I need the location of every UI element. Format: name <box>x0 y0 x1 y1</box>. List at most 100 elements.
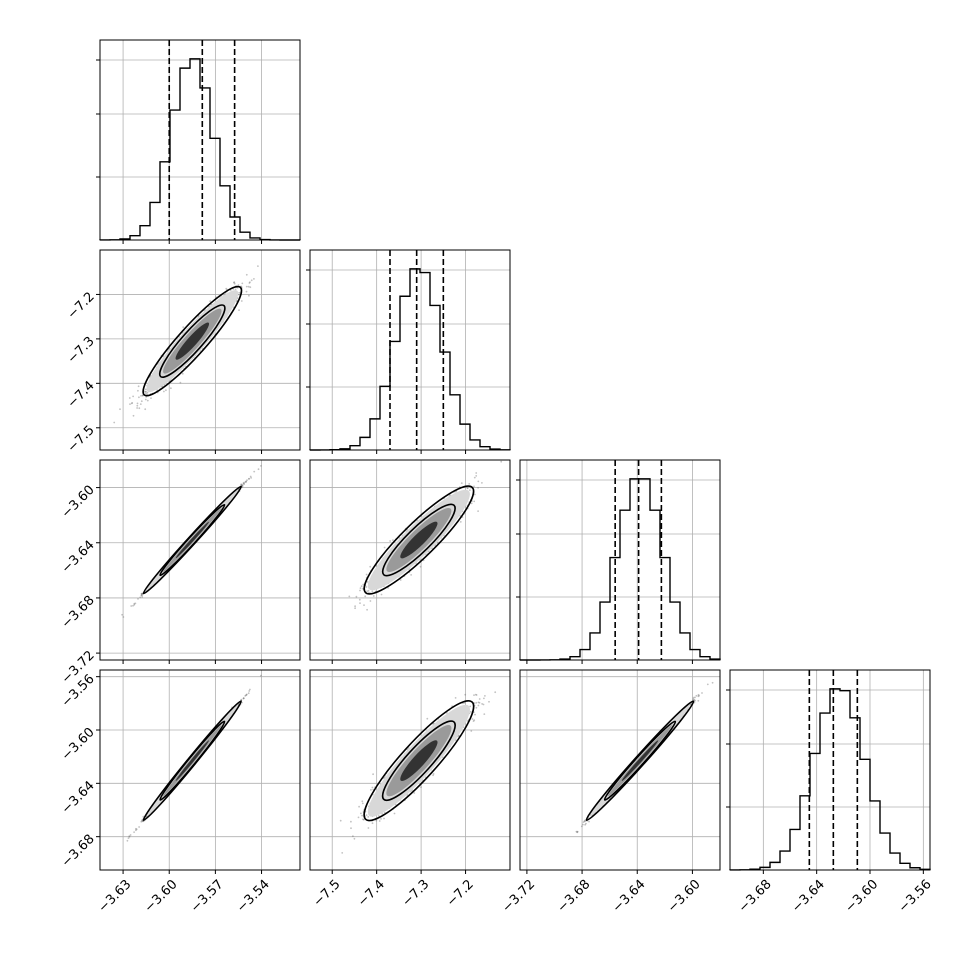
scatter-point <box>136 404 139 407</box>
scatter-point <box>132 414 135 417</box>
scatter-point <box>500 460 503 463</box>
panel-frame <box>99 459 301 661</box>
scatter-point <box>410 574 412 576</box>
scatter-point <box>130 402 133 405</box>
scatter-point <box>364 595 367 598</box>
scatter-point <box>249 281 251 284</box>
scatter-point <box>209 300 212 303</box>
scatter-point <box>233 281 236 283</box>
scatter-point <box>137 598 139 600</box>
scatter-point <box>141 596 144 598</box>
scatter-point <box>150 397 152 399</box>
scatter-point <box>366 581 369 583</box>
scatter-point <box>137 389 139 392</box>
scatter-point <box>119 408 121 411</box>
y-tick-label-1-0: −7.5 <box>65 423 98 456</box>
scatter-point <box>477 486 479 489</box>
scatter-point <box>243 482 245 485</box>
scatter-point <box>475 472 478 474</box>
scatter-point <box>369 600 372 602</box>
scatter-point <box>163 390 165 393</box>
scatter-point <box>468 483 471 485</box>
panel-frame <box>99 39 301 241</box>
y-tick-label-2-2: −3.64 <box>59 538 98 577</box>
scatter-point <box>473 485 475 488</box>
y-tick-label-2-3: −3.60 <box>59 483 98 522</box>
scatter-point <box>170 387 172 390</box>
scatter-point <box>366 608 368 611</box>
scatter-point <box>133 602 136 605</box>
scatter-point <box>179 381 182 384</box>
scatter-point <box>249 475 252 478</box>
scatter-point <box>241 282 244 285</box>
scatter-point <box>369 565 372 568</box>
scatter-point <box>477 510 479 512</box>
scatter-point <box>473 500 476 503</box>
scatter-point <box>257 265 259 267</box>
scatter-point <box>236 286 239 289</box>
scatter-point <box>238 293 240 296</box>
scatter-point <box>355 595 358 598</box>
scatter-point <box>360 585 363 588</box>
scatter-point <box>245 273 248 276</box>
histogram-step-2 <box>519 478 721 661</box>
scatter-point <box>477 480 480 483</box>
scatter-point <box>383 546 386 549</box>
scatter-point <box>132 604 134 607</box>
scatter-point <box>165 389 167 392</box>
scatter-point <box>131 402 134 404</box>
scatter-point <box>365 573 368 576</box>
panel-frame <box>519 459 721 661</box>
scatter-point <box>245 480 248 483</box>
scatter-point <box>354 605 356 608</box>
scatter-point <box>363 604 365 606</box>
scatter-point <box>358 598 361 601</box>
scatter-point <box>466 487 469 489</box>
scatter-point <box>389 540 391 542</box>
scatter-point <box>140 593 143 596</box>
scatter-point <box>140 395 142 397</box>
histogram-step-1 <box>309 268 511 451</box>
scatter-point <box>139 596 142 599</box>
scatter-point <box>182 326 185 328</box>
scatter-point <box>121 613 123 616</box>
scatter-point <box>380 593 383 596</box>
scatter-point <box>144 391 147 393</box>
scatter-point <box>366 590 368 593</box>
histogram-panel-1 <box>306 249 511 454</box>
scatter-panel-2-0: −3.72−3.68−3.64−3.60 <box>59 459 301 687</box>
scatter-point <box>248 478 250 480</box>
scatter-point <box>460 482 463 484</box>
scatter-point <box>419 565 422 568</box>
histogram-panel-0 <box>96 39 301 244</box>
scatter-point <box>473 476 476 479</box>
scatter-point <box>137 385 140 388</box>
scatter-point <box>354 607 356 610</box>
y-tick-label-1-2: −7.3 <box>65 334 98 367</box>
scatter-point <box>225 287 228 290</box>
scatter-point <box>233 282 236 285</box>
scatter-point <box>372 595 375 597</box>
y-tick-label-1-1: −7.4 <box>65 378 98 411</box>
scatter-point <box>248 294 250 297</box>
scatter-point <box>181 372 184 375</box>
scatter-panel-1-0: −7.5−7.4−7.3−7.2 <box>65 249 301 456</box>
scatter-panel-2-1 <box>309 459 511 664</box>
scatter-point <box>399 579 402 581</box>
scatter-point <box>238 309 240 312</box>
scatter-point <box>392 539 394 541</box>
scatter-point <box>122 616 125 618</box>
scatter-point <box>237 284 240 286</box>
scatter-point <box>475 475 478 477</box>
scatter-point <box>253 470 256 473</box>
scatter-point <box>128 397 131 399</box>
scatter-point <box>245 290 248 293</box>
scatter-point <box>138 396 140 399</box>
scatter-point <box>234 288 237 291</box>
scatter-point <box>233 281 235 284</box>
scatter-point <box>250 279 253 282</box>
scatter-point <box>371 590 374 593</box>
scatter-point <box>359 602 361 604</box>
scatter-point <box>459 521 462 523</box>
